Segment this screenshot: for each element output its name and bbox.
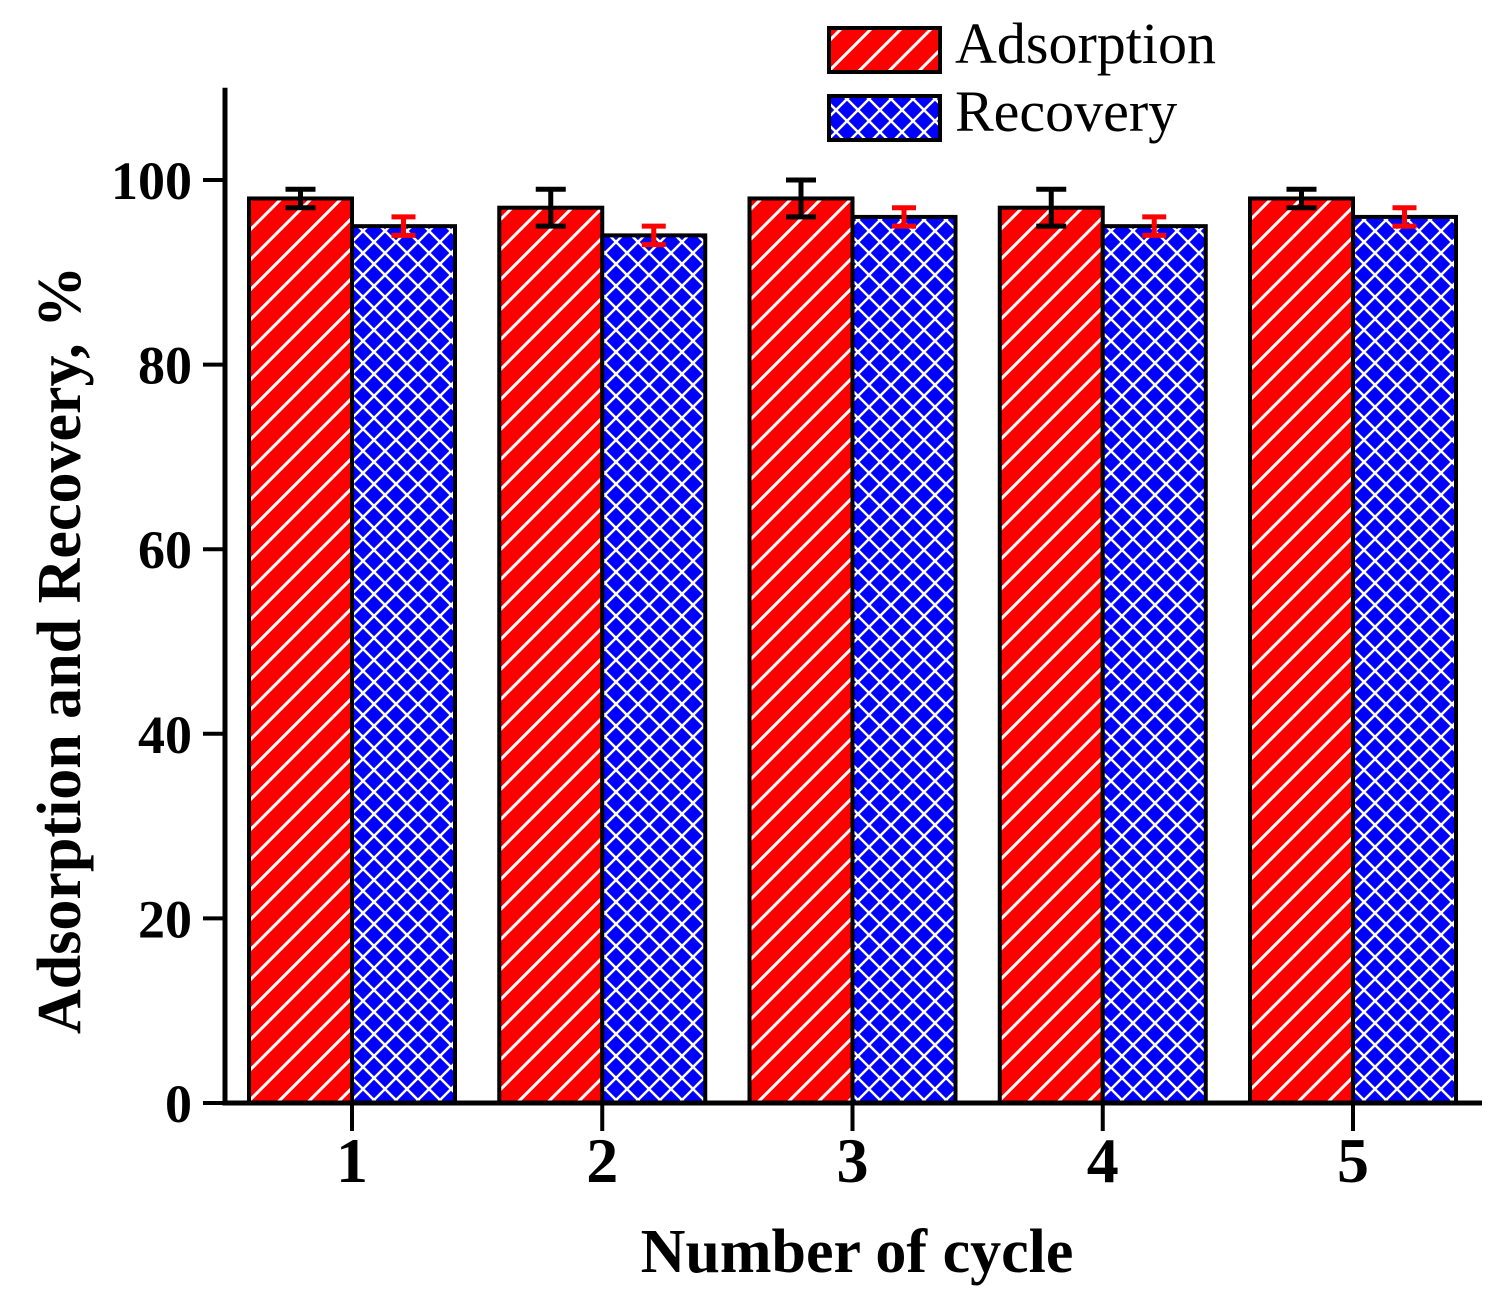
legend-label-recovery: Recovery [955,79,1177,144]
x-tick-label: 5 [1337,1125,1369,1196]
adsorption-bar-cycle-4 [997,205,1105,1105]
y-tick-label: 0 [165,1074,192,1134]
x-tick-label: 1 [336,1125,368,1196]
recovery-bar-cycle-4 [1100,224,1208,1105]
y-tick-label: 60 [138,520,192,580]
recovery-bar-cycle-3 [850,214,958,1106]
legend-swatch-recovery [827,94,942,142]
y-tick-label: 40 [138,705,192,765]
adsorption-bar-cycle-2 [497,205,605,1105]
adsorption-bar-cycle-3 [747,196,855,1105]
ticks-layer [203,178,1355,1131]
y-tick-label: 80 [138,336,192,396]
recovery-bar-cycle-2 [600,233,708,1105]
recovery-bar-cycle-5 [1351,214,1458,1106]
tick-labels-layer: 0 20 40 60 80 100 1 2 3 4 5 [111,151,1369,1196]
y-tick-label: 100 [111,151,192,211]
y-axis-title: Adsorption and Recovery, % [26,266,94,1034]
adsorption-bar-cycle-1 [247,196,354,1105]
y-tick-label: 20 [138,889,192,949]
recovery-bar-cycle-1 [350,224,457,1105]
x-tick-label: 2 [586,1125,618,1196]
error-bars-layer [285,177,1417,248]
x-tick-label: 4 [1087,1125,1119,1196]
legend-swatch-adsorption [827,26,942,74]
x-tick-label: 3 [837,1125,869,1196]
adsorption-bar-cycle-5 [1248,196,1355,1105]
legend: Adsorption Recovery [827,11,1216,144]
x-axis-title: Number of cycle [641,1218,1074,1286]
legend-label-adsorption: Adsorption [955,11,1216,76]
bars-layer [247,196,1458,1106]
